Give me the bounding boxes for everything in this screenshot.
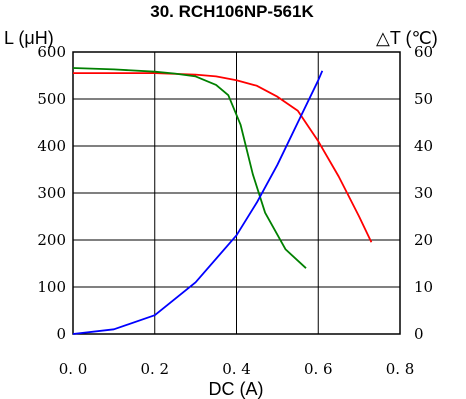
x-axis-label: DC (A) xyxy=(209,379,264,399)
y-axis-right-label: △T (℃) xyxy=(376,28,438,48)
x-tick-label: 0. 2 xyxy=(140,360,169,378)
y-tick-label-left: 0 xyxy=(56,325,66,343)
x-tick-label: 0. 4 xyxy=(222,360,251,378)
grid xyxy=(72,51,401,335)
chart-title: 30. RCH106NP-561K xyxy=(150,2,314,21)
y-tick-label-right: 50 xyxy=(414,90,433,108)
x-tick-label: 0. 6 xyxy=(304,360,333,378)
series-line-2 xyxy=(72,70,324,335)
y-tick-label-left: 200 xyxy=(37,231,66,249)
y-tick-label-right: 40 xyxy=(414,137,433,155)
y-tick-label-right: 0 xyxy=(414,325,424,343)
y-tick-label-right: 60 xyxy=(414,43,433,61)
y-tick-label-left: 500 xyxy=(37,90,66,108)
plot-frame xyxy=(72,51,401,335)
y-tick-label-right: 30 xyxy=(414,184,433,202)
series-line-1 xyxy=(72,67,307,269)
y-tick-label-left: 300 xyxy=(37,184,66,202)
y-tick-label-left: 600 xyxy=(37,43,66,61)
series-line-0 xyxy=(73,72,373,243)
y-tick-label-left: 100 xyxy=(37,278,66,296)
x-tick-label: 0. 0 xyxy=(59,360,88,378)
series-lines xyxy=(72,67,373,335)
x-tick-label: 0. 8 xyxy=(386,360,415,378)
y-tick-label-right: 10 xyxy=(414,278,433,296)
y-tick-label-right: 20 xyxy=(414,231,433,249)
y-axis-left-label: L (μH) xyxy=(4,28,54,48)
tick-labels: 0. 0 0. 2 0. 4 0. 6 0. 8 0 100 200 300 400 500 600 0… xyxy=(37,43,433,378)
y-tick-label-left: 400 xyxy=(37,137,66,155)
